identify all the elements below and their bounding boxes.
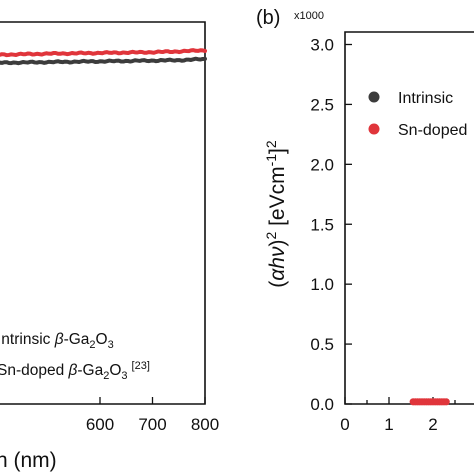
panel-a-legend-label-intrinsic-sub3: 3 xyxy=(108,339,114,351)
panel-a: 600 700 800 Intrinsic β-Ga2O3 Sn-doped β-G… xyxy=(0,21,219,472)
panel-a-series xyxy=(0,48,207,66)
panel-b-y-tick-label: 1.0 xyxy=(310,275,334,294)
panel-a-legend-label-sn-main: Sn-doped xyxy=(0,362,69,379)
panel-b-x-tick-label: 1 xyxy=(384,415,393,434)
panel-b-y-label-sup-neg1: -1 xyxy=(263,154,279,167)
panel-a-legend-label-intrinsic-main: Intrinsic xyxy=(0,331,55,348)
panel-b-y-label-close: ) xyxy=(266,240,289,247)
panel-a-legend-label-sn-doped: Sn-doped β-Ga2O3 [23] xyxy=(0,360,150,382)
panel-a-legend: Intrinsic β-Ga2O3 Sn-doped β-Ga2O3[23] xyxy=(0,331,150,382)
panel-b-y-label-alpha-h-nu: αhν xyxy=(266,246,289,281)
panel-b-y-label-units: [eVcm xyxy=(266,166,289,231)
panel-b-legend-marker-intrinsic xyxy=(368,91,380,103)
panel-b-frame xyxy=(344,31,474,405)
panel-b-y-multiplier: x1000 xyxy=(294,10,324,22)
panel-b-y-label-open: ( xyxy=(266,281,289,288)
panel-b-y-ticks: 0.0 0.5 1.0 1.5 2.0 2.5 3.0 xyxy=(310,36,352,414)
panel-a-x-tick-label: 700 xyxy=(138,415,166,434)
panel-b-tag: (b) xyxy=(256,7,280,29)
panel-a-series-line-intrinsic xyxy=(0,56,207,66)
panel-a-x-tick-label: 800 xyxy=(191,415,219,434)
panel-a-legend-label-intrinsic-beta: β xyxy=(54,331,64,348)
panel-b-y-label-sup2: 2 xyxy=(263,140,279,148)
panel-a-x-tick-label: 600 xyxy=(86,415,114,434)
panel-a-x-axis-label: h (nm) xyxy=(0,449,57,472)
panel-a-legend-label-sn-beta: β xyxy=(68,362,78,379)
panel-a-legend-label-intrinsic-o: O xyxy=(96,331,108,348)
panel-b-y-axis-label: (αhν)2 [eVcm-1]2 xyxy=(263,140,289,288)
panel-a-series-line-sn-doped xyxy=(0,48,207,58)
panel-a-legend-label-intrinsic: Intrinsic β-Ga2O3 xyxy=(0,331,114,351)
panel-b-legend-label-sn-doped: Sn-doped xyxy=(398,122,467,139)
panel-a-legend-label-sn-sub3: 3 xyxy=(121,370,127,382)
panel-b-y-label-bracket: ] xyxy=(266,148,289,154)
panel-a-x-ticks: 600 700 800 xyxy=(86,397,219,434)
panel-b-y-tick-label: 1.5 xyxy=(310,215,334,234)
panel-a-legend-label-sn-ref: [23] xyxy=(132,360,150,372)
panel-b-points xyxy=(409,398,450,406)
panel-b-x-tick-label: 0 xyxy=(340,415,349,434)
panel-a-legend-label-sn-o: O xyxy=(109,362,121,379)
panel-b-y-tick-label: 2.0 xyxy=(310,155,334,174)
panel-b-legend: Intrinsic Sn-doped xyxy=(368,90,467,139)
panel-b-point-sn-doped xyxy=(442,398,450,406)
panel-b: (b) x1000 0.0 0.5 1.0 1.5 2.0 2.5 3.0 0 1 2 (αhν… xyxy=(256,7,474,434)
panel-b-x-tick-label: 2 xyxy=(428,415,437,434)
panel-b-y-tick-label: 0.5 xyxy=(310,335,334,354)
panel-a-legend-label-intrinsic-sub2: 2 xyxy=(89,339,95,351)
panel-a-legend-label-intrinsic-ga: -Ga xyxy=(64,331,90,348)
panel-b-y-tick-label: 2.5 xyxy=(310,95,334,114)
panel-b-legend-label-intrinsic: Intrinsic xyxy=(398,90,453,107)
panel-b-y-tick-label: 3.0 xyxy=(310,36,334,55)
panel-b-legend-marker-sn-doped xyxy=(368,123,380,135)
panel-a-legend-label-sn-ga: -Ga xyxy=(77,362,103,379)
panel-b-y-tick-label: 0.0 xyxy=(310,395,334,414)
panel-a-legend-label-sn-sub2: 2 xyxy=(103,370,109,382)
panel-b-y-label-sup1: 2 xyxy=(263,232,279,240)
